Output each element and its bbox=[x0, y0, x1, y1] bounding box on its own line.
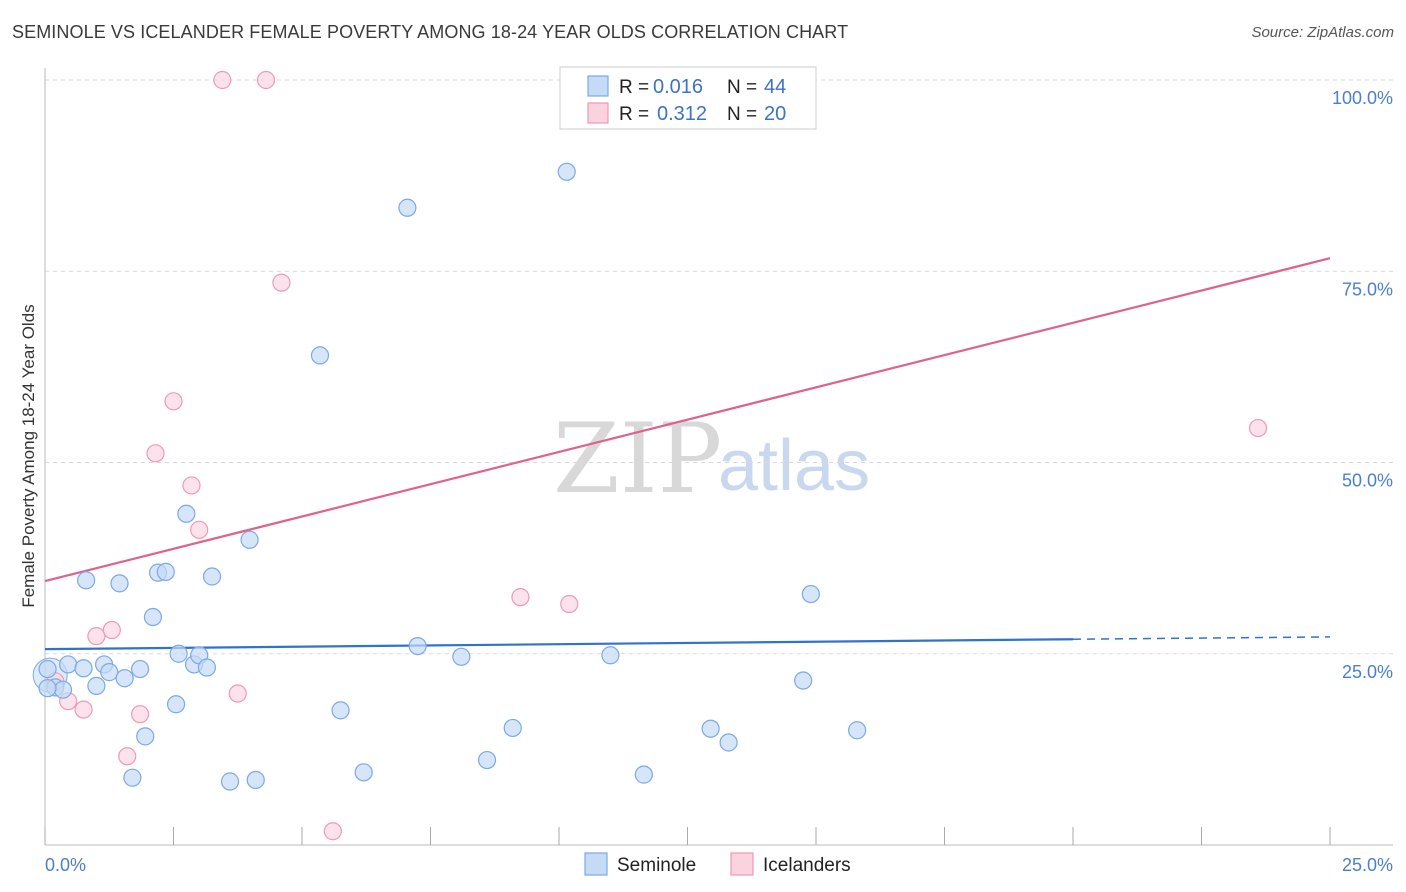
source-label: Source: ZipAtlas.com bbox=[1251, 24, 1394, 41]
point-seminole bbox=[156, 562, 175, 581]
point-seminole bbox=[115, 669, 134, 688]
point-icelanders bbox=[182, 476, 201, 495]
point-icelanders bbox=[74, 700, 93, 719]
point-seminole bbox=[38, 659, 57, 679]
point-seminole bbox=[202, 567, 222, 586]
point-seminole bbox=[557, 162, 576, 181]
point-seminole bbox=[246, 770, 265, 790]
point-seminole bbox=[503, 718, 522, 738]
x-tick-label: 0.0% bbox=[45, 855, 86, 875]
legend-swatch-icelanders bbox=[587, 102, 609, 124]
point-seminole bbox=[110, 574, 129, 593]
point-seminole bbox=[77, 571, 96, 590]
watermark-atlas: atlas bbox=[718, 426, 870, 506]
bottom-legend-swatch-seminole bbox=[584, 852, 608, 876]
point-seminole bbox=[801, 584, 820, 604]
point-seminole bbox=[220, 772, 240, 791]
point-seminole bbox=[143, 607, 163, 627]
point-icelanders bbox=[228, 684, 247, 703]
point-seminole bbox=[240, 530, 259, 549]
legend-n-label-icelanders: N = bbox=[727, 104, 757, 125]
watermark: ZIP atlas bbox=[553, 403, 870, 515]
point-seminole bbox=[408, 636, 427, 656]
point-seminole bbox=[100, 663, 119, 682]
point-icelanders bbox=[323, 822, 342, 841]
point-icelanders bbox=[272, 273, 291, 292]
point-icelanders bbox=[164, 392, 183, 411]
watermark-zip: ZIP bbox=[553, 403, 722, 515]
point-seminole bbox=[136, 727, 155, 746]
point-icelanders bbox=[102, 620, 121, 640]
legend-n-label-seminole: N = bbox=[727, 77, 757, 98]
legend-r-value-seminole: 0.016 bbox=[653, 76, 703, 98]
point-seminole bbox=[354, 763, 373, 782]
trend-line-seminole bbox=[44, 638, 1074, 651]
point-icelanders bbox=[130, 705, 150, 724]
legend: R = 0.016 N = 44 R = 0.312 N = 20 bbox=[559, 66, 817, 130]
point-icelanders bbox=[190, 520, 209, 539]
point-icelanders bbox=[1248, 418, 1268, 438]
point-seminole bbox=[74, 659, 93, 678]
legend-r-label-icelanders: R = bbox=[619, 104, 649, 125]
point-seminole bbox=[452, 647, 471, 666]
trend-lines bbox=[44, 257, 1331, 651]
point-icelanders bbox=[213, 70, 232, 90]
point-seminole bbox=[310, 346, 330, 365]
point-seminole bbox=[477, 750, 497, 770]
chart-title: SEMINOLE VS ICELANDER FEMALE POVERTY AMO… bbox=[12, 22, 849, 42]
legend-n-value-icelanders: 20 bbox=[764, 103, 786, 125]
point-seminole bbox=[398, 198, 417, 217]
point-seminole bbox=[166, 695, 186, 714]
point-seminole bbox=[59, 655, 78, 674]
point-icelanders bbox=[87, 627, 106, 646]
point-seminole bbox=[794, 671, 813, 690]
point-seminole bbox=[701, 719, 720, 738]
legend-n-value-seminole: 44 bbox=[764, 76, 786, 98]
point-icelanders bbox=[511, 588, 530, 607]
point-seminole bbox=[331, 701, 350, 720]
point-seminole bbox=[123, 768, 142, 787]
point-icelanders bbox=[118, 747, 137, 766]
point-seminole bbox=[177, 504, 196, 523]
point-seminole bbox=[601, 646, 620, 665]
bottom-legend-swatch-icelanders bbox=[730, 852, 754, 876]
y-tick-label: 25.0% bbox=[1342, 662, 1393, 682]
x-tick-label: 25.0% bbox=[1342, 855, 1393, 875]
legend-r-value-icelanders: 0.312 bbox=[657, 103, 707, 125]
point-seminole bbox=[719, 733, 738, 752]
y-tick-label: 100.0% bbox=[1332, 88, 1393, 108]
point-seminole bbox=[87, 676, 106, 695]
trend-line-icelanders bbox=[44, 257, 1331, 583]
bottom-legend: Seminole Icelanders bbox=[584, 852, 851, 876]
legend-swatch-seminole bbox=[587, 75, 609, 97]
y-tick-labels: 25.0% 50.0% 75.0% 100.0% bbox=[1332, 88, 1393, 682]
point-seminole bbox=[197, 658, 217, 677]
y-axis-label: Female Poverty Among 18-24 Year Olds bbox=[19, 304, 38, 607]
point-icelanders bbox=[146, 444, 165, 463]
x-tick-labels: 0.0% 25.0% bbox=[45, 855, 1393, 875]
axes bbox=[44, 68, 1393, 846]
trend-line-seminole-extension bbox=[1072, 636, 1331, 640]
point-seminole bbox=[634, 765, 653, 784]
y-tick-label: 50.0% bbox=[1342, 471, 1393, 491]
point-seminole bbox=[53, 680, 73, 699]
point-seminole bbox=[848, 721, 867, 740]
point-seminole bbox=[169, 644, 188, 663]
point-icelanders bbox=[256, 70, 276, 90]
point-seminole bbox=[130, 659, 150, 679]
bottom-legend-label-seminole: Seminole bbox=[617, 855, 696, 876]
point-seminole bbox=[38, 679, 57, 698]
grid bbox=[45, 79, 1393, 655]
bottom-legend-label-icelanders: Icelanders bbox=[763, 855, 851, 876]
legend-r-label-seminole: R = bbox=[619, 77, 649, 98]
point-icelanders bbox=[560, 594, 579, 614]
y-tick-label: 75.0% bbox=[1342, 279, 1393, 299]
data-points bbox=[32, 70, 1268, 841]
